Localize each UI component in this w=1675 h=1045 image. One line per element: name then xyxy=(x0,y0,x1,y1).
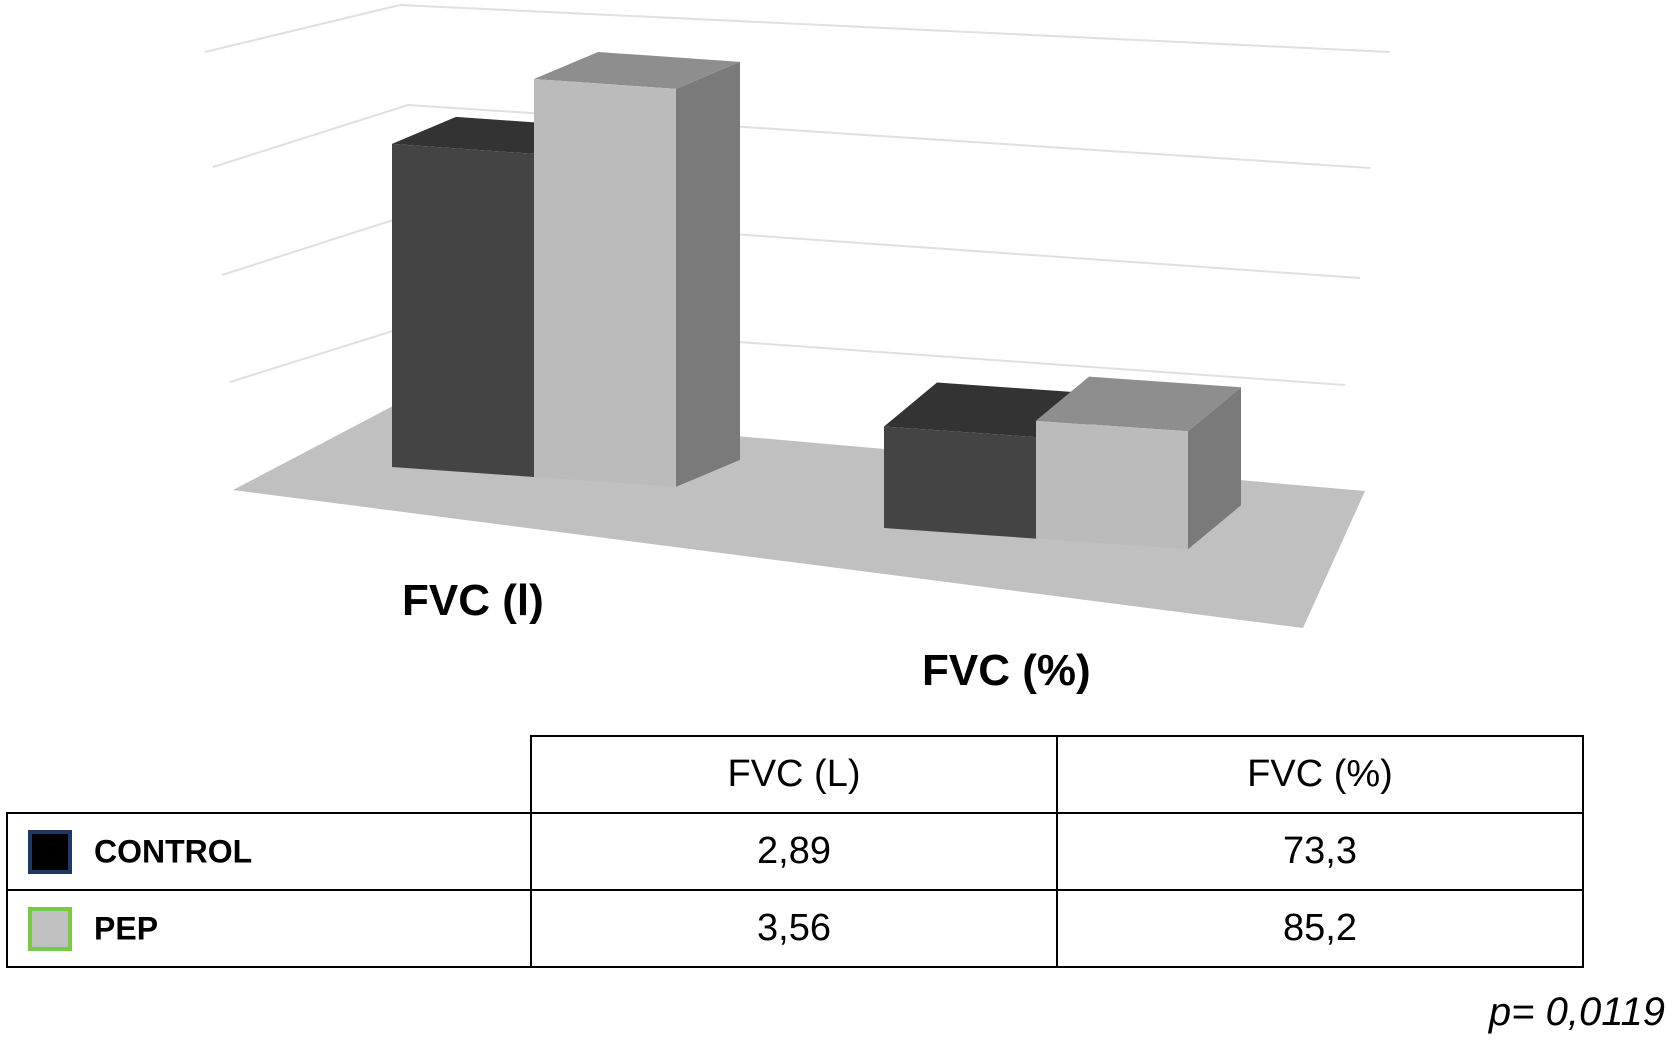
bar-pep-0 xyxy=(534,51,740,487)
table-cell-pep-fvc-l: 3,56 xyxy=(530,889,1058,968)
bar-top-face xyxy=(1036,376,1241,432)
bar-pep-1 xyxy=(1036,376,1241,550)
category-label-fvc-pct: FVC (%) xyxy=(922,646,1091,695)
category-label-fvc-l: FVC (l) xyxy=(402,576,544,625)
table-cell-control-fvc-pct: 73,3 xyxy=(1056,812,1584,891)
bar-front-face xyxy=(534,78,676,487)
table-header-fvc-pct: FVC (%) xyxy=(1056,735,1584,814)
bar-side-face xyxy=(1188,387,1241,550)
series-label-control: CONTROL xyxy=(94,833,253,870)
table-series-pep: PEP xyxy=(6,889,532,968)
table-corner xyxy=(7,736,531,813)
bar-front-face xyxy=(884,426,1036,539)
table-cell-pep-fvc-pct: 85,2 xyxy=(1056,889,1584,968)
series-label-pep: PEP xyxy=(94,910,159,947)
pep-legend-swatch xyxy=(28,906,72,951)
gridline-0 xyxy=(204,3,1391,53)
data-table: FVC (L) FVC (%) CONTROL 2,89 73,3 PEP 3,… xyxy=(6,735,1584,968)
bar-top-face xyxy=(534,51,740,89)
table-cell-control-fvc-l: 2,89 xyxy=(530,812,1058,891)
p-value-annotation: p= 0,0119 xyxy=(1488,990,1665,1034)
chart-bars xyxy=(392,51,1241,550)
bar-side-face xyxy=(676,61,740,487)
table-row-control: CONTROL 2,89 73,3 xyxy=(6,812,1584,891)
gridline-1 xyxy=(212,103,1371,169)
bar-front-face xyxy=(1036,420,1188,550)
fvc-3d-bar-chart: FVC (l) FVC (%) xyxy=(204,3,1391,695)
chart-gridlines xyxy=(204,3,1391,386)
table-header-row: FVC (L) FVC (%) xyxy=(7,735,1584,814)
table-series-control: CONTROL xyxy=(6,812,532,891)
bar-front-face xyxy=(392,143,534,477)
control-legend-swatch xyxy=(28,829,72,874)
table-row-pep: PEP 3,56 85,2 xyxy=(6,889,1584,968)
table-header-fvc-l: FVC (L) xyxy=(530,735,1058,814)
